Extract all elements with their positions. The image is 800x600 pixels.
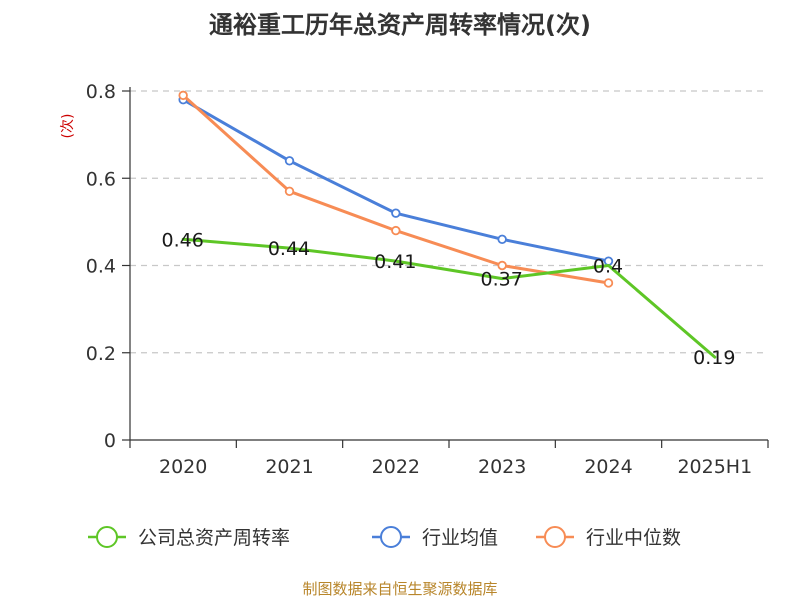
data-label: 0.4 xyxy=(593,256,623,278)
y-tick-label: 0.6 xyxy=(86,168,116,190)
y-tick-label: 0 xyxy=(104,430,116,452)
series-line xyxy=(181,98,610,263)
x-tick-label: 2024 xyxy=(584,456,632,478)
source-note: 制图数据来自恒生聚源数据库 xyxy=(302,580,497,598)
data-label: 0.46 xyxy=(162,229,204,251)
legend-label: 行业中位数 xyxy=(586,527,681,549)
series-point xyxy=(603,278,614,288)
legend-symbol-marker xyxy=(96,526,118,548)
x-tick-label: 2020 xyxy=(159,456,207,478)
series-point xyxy=(391,225,401,236)
series-point xyxy=(284,156,295,166)
data-label: 0.44 xyxy=(268,238,310,260)
y-tick-label: 0.8 xyxy=(86,81,116,103)
data-label: 0.41 xyxy=(374,251,416,273)
x-tick-label: 2025H1 xyxy=(677,456,752,478)
series-point xyxy=(391,208,401,218)
y-tick-label: 0.2 xyxy=(86,343,116,365)
data-label: 0.37 xyxy=(481,269,523,291)
series-point xyxy=(284,186,295,197)
series-point xyxy=(497,260,507,271)
y-axis-unit: (次) xyxy=(60,114,76,139)
axis-layer: 0 0.2 0.4 0.6 0.8 2020 2021 2022 2023 2024 2025H1 xyxy=(86,81,769,478)
legend-label: 行业均值 xyxy=(422,527,498,549)
series-point xyxy=(497,234,507,245)
data-label-layer: 0.46 0.44 0.41 0.37 0.4 0.19 xyxy=(162,229,736,369)
data-label: 0.19 xyxy=(693,347,735,369)
series-point xyxy=(178,90,188,101)
chart-title: 通裕重工历年总资产周转率情况(次) xyxy=(209,11,591,39)
series-line xyxy=(181,237,717,359)
y-tick-label: 0.4 xyxy=(86,256,116,278)
legend-symbol-marker xyxy=(380,526,402,548)
x-tick-label: 2023 xyxy=(478,456,526,478)
x-tick-label: 2021 xyxy=(265,456,313,478)
legend-label: 公司总资产周转率 xyxy=(138,527,290,549)
grid-layer xyxy=(130,90,768,354)
legend-symbol-marker xyxy=(544,526,566,548)
x-tick-label: 2022 xyxy=(372,456,420,478)
series-layer xyxy=(178,90,717,359)
legend: 公司总资产周转率 行业均值 行业中位数 xyxy=(88,526,681,549)
